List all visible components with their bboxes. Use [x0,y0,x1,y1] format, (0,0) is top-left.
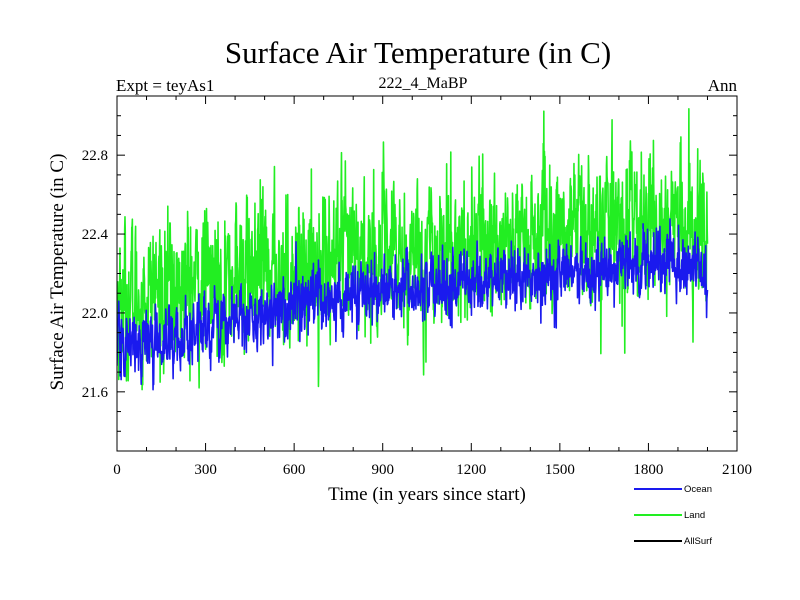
x-tick-label: 1800 [633,462,663,478]
season-label: Ann [708,76,738,95]
legend-label-allsurf: AllSurf [684,536,712,547]
x-tick-label: 600 [283,462,306,478]
x-tick-label: 1200 [456,462,486,478]
legend-label-ocean: Ocean [684,484,712,495]
run-label: 222_4_MaBP [379,75,468,92]
x-tick-label: 900 [371,462,394,478]
y-tick-label: 22.4 [82,227,109,243]
x-tick-labels: 0 300 600 900 1200 1500 1800 2100 [113,462,752,478]
y-tick-label: 22.0 [82,306,108,322]
x-tick-label: 1500 [545,462,575,478]
ticks-layer [116,96,738,451]
chart-title: Surface Air Temperature (in C) [225,35,611,70]
experiment-label: Expt = teyAs1 [116,76,214,95]
y-tick-label: 22.8 [82,148,108,164]
legend-label-land: Land [684,510,705,521]
x-tick-label: 2100 [722,462,752,478]
y-tick-labels: 21.6 22.0 22.4 22.8 [82,148,109,401]
x-tick-label: 0 [113,462,121,478]
y-tick-label: 21.6 [82,385,109,401]
series-layer [117,107,709,391]
x-axis-label: Time (in years since start) [328,484,526,505]
series-line-ocean [117,218,709,391]
legend: Ocean Land AllSurf [634,484,712,547]
y-axis-label: Surface Air Temperature (in C) [47,154,68,391]
x-tick-label: 300 [194,462,217,478]
